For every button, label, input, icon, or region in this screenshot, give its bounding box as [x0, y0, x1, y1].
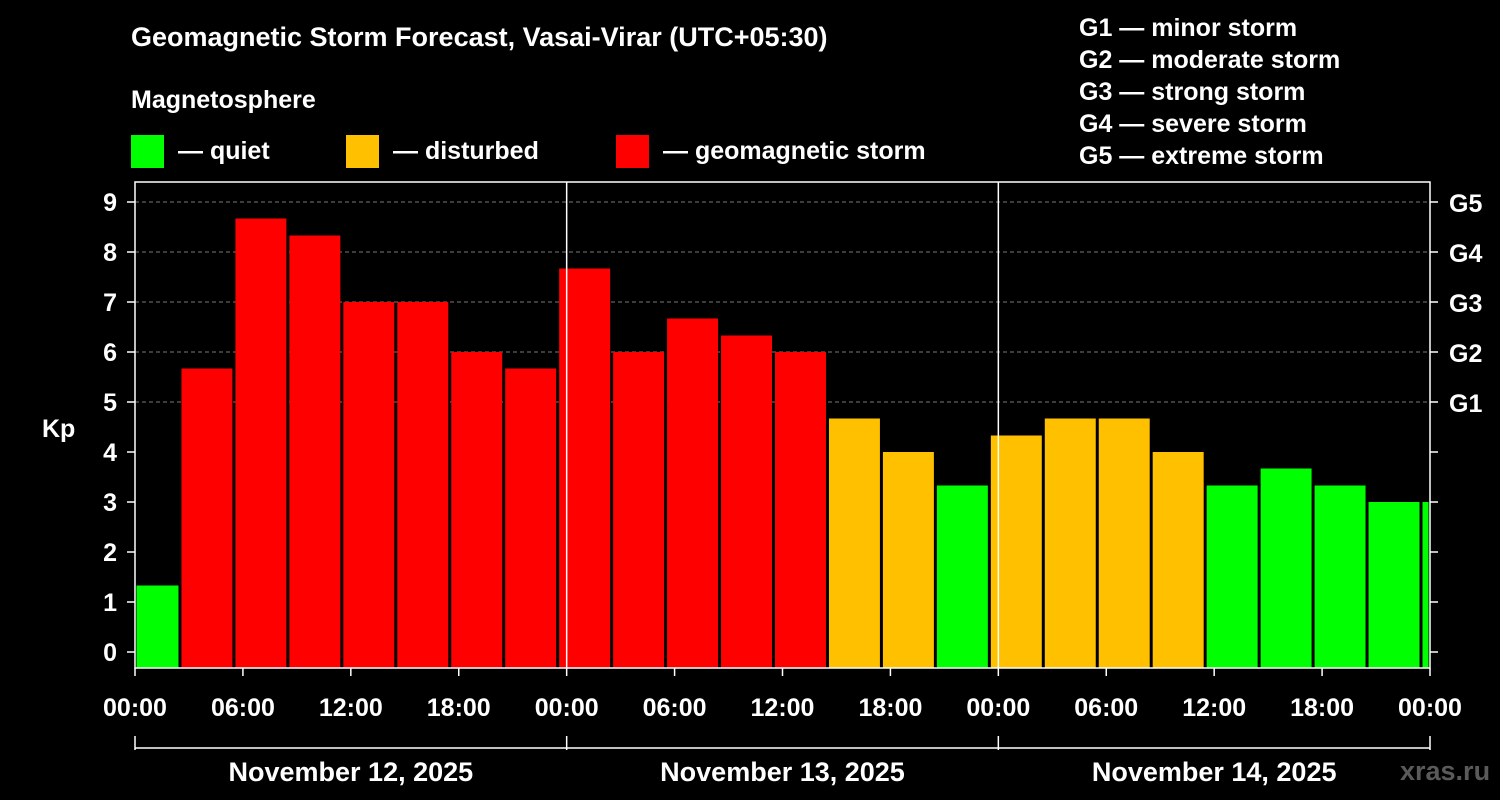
- legend-item-quiet: — quiet: [131, 134, 270, 168]
- kp-bar: [559, 268, 611, 668]
- x-tick-label: 12:00: [751, 694, 815, 722]
- y-tick-label: 6: [103, 339, 117, 367]
- y-axis-label: Kp: [42, 415, 75, 443]
- kp-bar: [1206, 485, 1258, 668]
- kp-bar: [775, 352, 826, 668]
- x-tick-label: 18:00: [427, 694, 491, 722]
- y-tick-label: 4: [103, 439, 117, 467]
- kp-bar: [1260, 468, 1312, 668]
- y-tick-label: 5: [103, 389, 117, 417]
- kp-bar: [936, 485, 988, 668]
- x-tick-label: 00:00: [535, 694, 599, 722]
- watermark: xras.ru: [1400, 756, 1491, 786]
- legend-label-disturbed: — disturbed: [393, 136, 539, 165]
- g-level-label: G1: [1449, 390, 1482, 418]
- g-scale-item-g4: G4 — severe storm: [1079, 110, 1307, 138]
- kp-bar: [1314, 485, 1366, 668]
- day-label: November 12, 2025: [229, 757, 474, 787]
- kp-bar: [136, 585, 179, 668]
- kp-bar: [613, 352, 665, 668]
- y-tick-label: 2: [103, 539, 117, 567]
- g-level-label: G3: [1449, 290, 1482, 318]
- legend-title: Magnetosphere: [131, 86, 316, 114]
- legend-item-disturbed: — disturbed: [346, 134, 539, 168]
- y-tick-label: 0: [103, 639, 117, 667]
- g-level-label: G5: [1449, 190, 1482, 218]
- kp-bar: [1098, 418, 1150, 668]
- x-tick-label: 06:00: [1074, 694, 1138, 722]
- kp-bar: [451, 352, 503, 668]
- y-tick-label: 7: [103, 289, 117, 317]
- kp-bar: [828, 418, 880, 668]
- g-scale-item-g5: G5 — extreme storm: [1079, 142, 1324, 170]
- y-tick-label: 9: [103, 189, 117, 217]
- kp-bar: [397, 302, 449, 668]
- chart-title: Geomagnetic Storm Forecast, Vasai-Virar …: [131, 22, 828, 52]
- kp-bar: [882, 452, 934, 668]
- kp-bar: [181, 368, 233, 668]
- x-tick-label: 12:00: [319, 694, 383, 722]
- x-tick-label: 06:00: [211, 694, 275, 722]
- legend-swatch-disturbed: [346, 134, 379, 168]
- legend-item-storm: — geomagnetic storm: [616, 134, 926, 168]
- kp-bar: [1044, 418, 1096, 668]
- g-scale-legend: G1 — minor storm G2 — moderate storm G3 …: [1079, 12, 1340, 172]
- g-scale-item-g1: G1 — minor storm: [1079, 14, 1298, 42]
- kp-bar: [1368, 502, 1420, 668]
- y-tick-label: 8: [103, 239, 117, 267]
- labels-layer: 0 1 2 3 4 5 6 7 8 9 G1 G2 G3 G4 G5 Kp 00:00 06:00 12:00 18:…: [42, 189, 1482, 787]
- x-tick-label: 00:00: [1398, 694, 1462, 722]
- g-scale-item-g2: G2 — moderate storm: [1079, 46, 1341, 74]
- x-tick-label: 12:00: [1182, 694, 1246, 722]
- kp-bar: [289, 235, 341, 668]
- kp-bar: [343, 302, 395, 668]
- kp-bar: [1422, 502, 1429, 668]
- legend-label-quiet: — quiet: [178, 136, 270, 165]
- x-tick-label: 00:00: [103, 694, 167, 722]
- day-label: November 13, 2025: [660, 757, 905, 787]
- axes-layer: [127, 181, 1438, 750]
- kp-bar: [667, 318, 719, 668]
- bars-layer: [136, 218, 1429, 668]
- kp-bar: [235, 218, 287, 668]
- legend-label-storm: — geomagnetic storm: [663, 136, 926, 165]
- x-tick-label: 06:00: [643, 694, 707, 722]
- day-label: November 14, 2025: [1092, 757, 1337, 787]
- kp-bar: [1152, 452, 1204, 668]
- g-scale-item-g3: G3 — strong storm: [1079, 78, 1306, 106]
- x-tick-label: 18:00: [1290, 694, 1354, 722]
- kp-bar: [721, 335, 773, 668]
- legend-swatch-storm: [616, 134, 649, 168]
- g-level-label: G2: [1449, 340, 1482, 368]
- y-tick-label: 1: [103, 589, 117, 617]
- legend-swatch-quiet: [131, 134, 164, 168]
- x-tick-label: 00:00: [966, 694, 1030, 722]
- kp-bar: [505, 368, 557, 668]
- x-tick-label: 18:00: [858, 694, 922, 722]
- kp-bar: [990, 435, 1042, 668]
- g-level-label: G4: [1449, 240, 1482, 268]
- y-tick-label: 3: [103, 489, 117, 517]
